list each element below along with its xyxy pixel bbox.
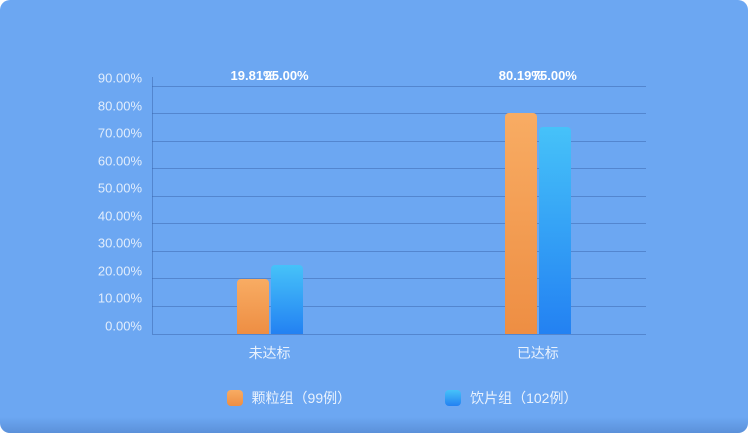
bar-value-label: 19.81% — [230, 68, 275, 83]
gridline — [152, 168, 646, 170]
gridline — [152, 195, 646, 197]
y-axis-tick-label: 40.00% — [97, 208, 142, 224]
legend-item-颗粒组（99例）[interactable]: 颗粒组（99例） — [226, 388, 352, 408]
y-axis-tick-label: 60.00% — [97, 153, 142, 169]
legend-label: 饮片组（102例） — [470, 390, 578, 406]
bar-value-label: 80.19% — [498, 68, 543, 83]
y-axis-tick-label: 50.00% — [97, 180, 142, 196]
gridline — [152, 113, 646, 115]
gridline — [152, 140, 646, 142]
y-axis-tick-label: 90.00% — [97, 70, 142, 86]
bar-颗粒组（99例）-未达标[interactable] — [236, 279, 269, 334]
y-axis-line — [152, 77, 153, 334]
legend-swatch-icon — [445, 390, 462, 406]
bar-group: 80.19% 75.00% — [499, 68, 577, 334]
gridline — [152, 305, 646, 307]
gridline — [152, 250, 646, 252]
bar-wrap: 75.00% — [533, 68, 577, 334]
legend: 颗粒组（99例） 饮片组（102例） — [28, 388, 748, 408]
bar-value-label: 75.00% — [532, 68, 577, 83]
gridline — [152, 85, 646, 87]
bar-value-label: 25.00% — [264, 68, 309, 83]
legend-label: 颗粒组（99例） — [251, 390, 352, 406]
legend-swatch-icon — [226, 390, 243, 406]
y-axis-tick-label: 80.00% — [97, 98, 142, 114]
bar-wrap: 80.19% — [499, 68, 543, 334]
bar-饮片组（102例）-已达标[interactable] — [538, 127, 571, 334]
x-axis-category-label: 已达标 — [516, 345, 559, 361]
bar-wrap: 19.81% — [231, 68, 275, 334]
y-axis-tick-label: 30.00% — [97, 235, 142, 251]
gridline — [152, 333, 646, 335]
bar-group: 19.81% 25.00% — [231, 68, 309, 334]
gridline — [152, 223, 646, 225]
y-axis-tick-label: 10.00% — [97, 290, 142, 306]
x-axis-category-label: 未达标 — [248, 345, 291, 361]
bar-颗粒组（99例）-已达标[interactable] — [504, 113, 537, 334]
gridline — [152, 278, 646, 280]
plot-area: 0.00% 10.00% 20.00% 30.00% 40.00% 50.00% 60.00… — [98, 68, 646, 361]
bar-饮片组（102例）-未达标[interactable] — [270, 265, 303, 334]
bar-wrap: 25.00% — [265, 68, 309, 334]
y-axis-tick-label: 0.00% — [105, 318, 142, 334]
y-axis-tick-label: 70.00% — [97, 125, 142, 141]
legend-item-饮片组（102例）[interactable]: 饮片组（102例） — [445, 388, 577, 408]
y-axis-tick-label: 20.00% — [97, 263, 142, 279]
